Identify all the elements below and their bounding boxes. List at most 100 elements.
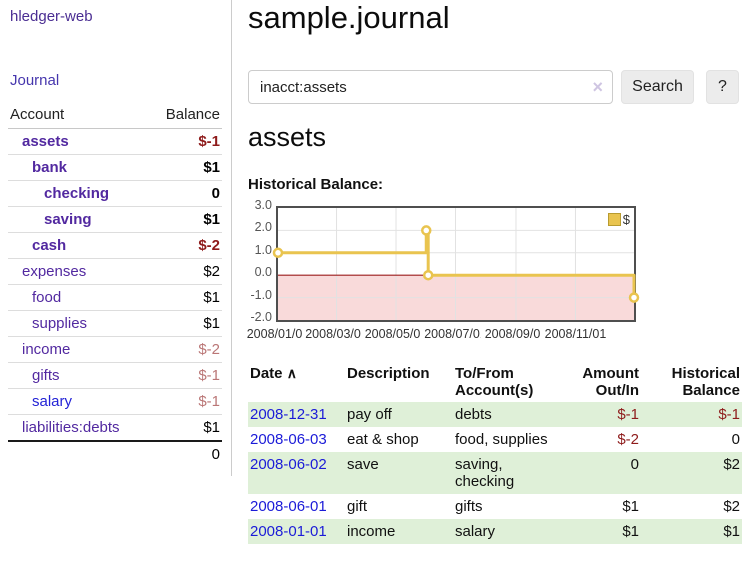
historical-balance-chart: $ 3.0 2.0 1.0 0.0 -1.0 -2.0 2008/01/01 2008/03/… — [243, 198, 725, 348]
y-axis-tick-label: 3.0 — [254, 198, 272, 212]
register-header-row: Date ∧ Description To/From Account(s) Am… — [248, 362, 742, 402]
account-link-cash[interactable]: cash — [32, 237, 67, 254]
x-axis-tick-label: 2008/09/01 — [480, 327, 551, 341]
x-axis-tick-label: 2008/03/01 — [301, 327, 372, 341]
account-link-expenses[interactable]: expenses — [22, 263, 87, 280]
account-link-income[interactable]: income — [22, 341, 71, 358]
account-balance: $1 — [203, 419, 220, 436]
y-axis-tick-label: -1.0 — [250, 287, 272, 302]
account-link-liabilities-debts[interactable]: liabilities:debts — [22, 419, 120, 436]
sidebar-item-journal[interactable]: Journal — [10, 72, 60, 89]
register-cell-balance: 0 — [731, 431, 740, 448]
clear-search-icon[interactable]: × — [592, 77, 603, 97]
x-axis-tick-label: 2008/07/01 — [420, 327, 491, 341]
register-header-balance: Historical Balance — [671, 365, 740, 399]
account-row: supplies $1 — [8, 311, 222, 337]
register-cell-date: 2008-06-02 — [248, 452, 345, 494]
account-row: salary $-1 — [8, 389, 222, 415]
register-table: Date ∧ Description To/From Account(s) Am… — [248, 362, 742, 544]
account-link-checking[interactable]: checking — [44, 185, 110, 202]
register-header-date[interactable]: Date ∧ — [248, 362, 345, 402]
register-cell-amount: $-1 — [571, 402, 641, 427]
chart-title: Historical Balance: — [248, 176, 384, 193]
sidebar: hledger-web Journal Account Balance asse… — [0, 0, 232, 476]
date-header-label: Date — [250, 365, 283, 382]
sort-ascending-icon: ∧ — [286, 365, 297, 381]
register-row: 2008-06-01 gift gifts $1 $2 — [248, 494, 742, 519]
search-input[interactable] — [250, 72, 580, 102]
account-row: saving $1 — [8, 207, 222, 233]
register-cell-balance: $2 — [723, 498, 740, 515]
account-balance: 0 — [211, 185, 220, 202]
legend-swatch-icon — [607, 213, 621, 226]
transaction-date-link[interactable]: 2008-01-01 — [250, 523, 327, 540]
transaction-date-link[interactable]: 2008-06-03 — [250, 431, 327, 448]
account-row: income $-2 — [8, 337, 222, 363]
register-cell-amount: $-2 — [617, 431, 639, 448]
transaction-date-link[interactable]: 2008-06-02 — [250, 456, 327, 473]
register-row: 2008-12-31 pay off debts $-1 $-1 — [248, 402, 742, 427]
register-row: 2008-01-01 income salary $1 $1 — [248, 519, 742, 544]
register-cell-accounts: salary — [453, 519, 571, 544]
transaction-date-link[interactable]: 2008-12-31 — [250, 406, 327, 423]
account-balance: $-2 — [198, 341, 220, 358]
x-axis-tick-label: 2008/11/01 — [540, 327, 611, 341]
account-balance: $-1 — [198, 367, 220, 384]
account-link-salary[interactable]: salary — [32, 393, 73, 410]
account-row: cash $-2 — [8, 233, 222, 259]
register-row: 2008-06-02 save saving, checking 0 $2 — [248, 452, 742, 494]
account-link-saving[interactable]: saving — [44, 211, 92, 228]
register-cell-description: eat & shop — [347, 431, 419, 448]
account-balance: $1 — [203, 159, 220, 176]
account-row: food $1 — [8, 285, 222, 311]
register-cell-amount: $1 — [571, 519, 641, 544]
account-balance: $1 — [203, 289, 220, 306]
register-cell-amount: 0 — [571, 452, 641, 494]
register-cell-accounts: saving, checking — [453, 452, 571, 494]
account-row: assets $-1 — [8, 129, 222, 155]
transaction-date-link[interactable]: 2008-06-01 — [250, 498, 327, 515]
legend-label: $ — [622, 212, 630, 227]
chart-legend: $ — [606, 211, 631, 228]
register-header-amount: Amount Out/In — [582, 365, 639, 399]
app-brand-link[interactable]: hledger-web — [10, 8, 93, 25]
page-title: sample.journal — [248, 0, 450, 35]
account-row: bank $1 — [8, 155, 222, 181]
account-heading: assets — [248, 122, 327, 152]
chart-plot-area: $ — [272, 206, 640, 322]
x-axis-tick-label: 2008/05/01 — [361, 327, 432, 341]
search-button[interactable]: Search — [621, 70, 694, 104]
y-axis-tick-label: 0.0 — [254, 265, 272, 280]
account-link-gifts[interactable]: gifts — [32, 367, 60, 384]
register-cell-date: 2008-12-31 — [248, 402, 345, 427]
account-balance: $-1 — [198, 133, 220, 150]
search-row: × Search ? — [248, 70, 742, 104]
accounts-table: Account Balance assets $-1 bank $1 checking 0… — [8, 102, 222, 467]
register-cell-date: 2008-01-01 — [248, 519, 345, 544]
register-cell-balance: $1 — [641, 519, 742, 544]
accounts-header-account: Account — [10, 106, 65, 123]
search-box: × — [248, 70, 613, 104]
account-link-food[interactable]: food — [32, 289, 62, 306]
account-link-assets[interactable]: assets — [22, 133, 69, 150]
account-row: liabilities:debts $1 — [8, 415, 222, 442]
account-row: expenses $2 — [8, 259, 222, 285]
register-cell-balance: $-1 — [641, 402, 742, 427]
account-link-supplies[interactable]: supplies — [32, 315, 88, 332]
register-cell-description: pay off — [345, 402, 453, 427]
register-cell-description: save — [345, 452, 453, 494]
register-header-tofrom: To/From Account(s) — [455, 365, 534, 399]
account-balance: $1 — [203, 315, 220, 332]
register-cell-amount: $1 — [622, 498, 639, 515]
register-cell-accounts: gifts — [455, 498, 483, 515]
account-balance: $1 — [203, 211, 220, 228]
account-link-bank[interactable]: bank — [32, 159, 68, 176]
register-cell-date: 2008-06-03 — [248, 427, 345, 452]
register-cell-description: gift — [347, 498, 368, 515]
account-row: checking 0 — [8, 181, 222, 207]
register-cell-accounts: debts — [453, 402, 571, 427]
x-axis-tick-label: 2008/01/01 — [243, 327, 313, 341]
account-balance: $2 — [203, 263, 220, 280]
y-axis-tick-label: -2.0 — [250, 310, 272, 324]
help-button[interactable]: ? — [706, 70, 739, 104]
